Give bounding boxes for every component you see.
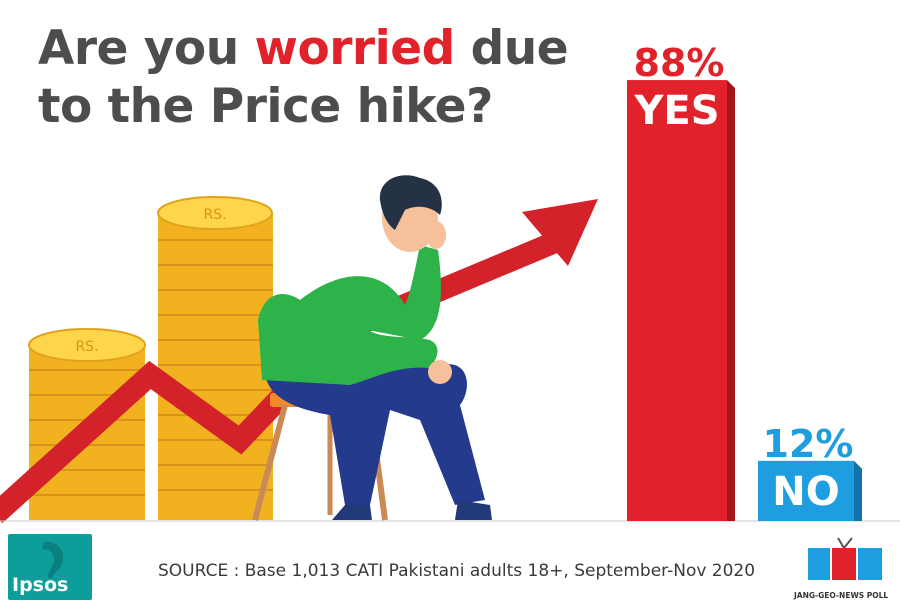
bar-side-no	[854, 460, 862, 521]
jgn-logo	[808, 537, 882, 580]
ipsos-logo-text: Ipsos	[12, 574, 69, 596]
jgn-logo-caption: JANG-GEO-NEWS POLL	[794, 591, 889, 600]
bar-category-label: NO	[772, 469, 839, 515]
chart-title: Are you worried due to the Price hike?	[38, 21, 569, 134]
bar-category-label: YES	[633, 88, 719, 134]
worried-man-illustration	[252, 175, 492, 521]
ipsos-logo	[8, 534, 92, 600]
bar-value-label: 88%	[634, 41, 725, 85]
bar-value-label: 12%	[763, 422, 854, 466]
bar-yes	[627, 80, 727, 522]
coin-stack-tall-illustration: RS.	[157, 196, 273, 520]
bar-side-yes	[727, 80, 735, 522]
title-highlight: worried	[254, 21, 456, 76]
source-note: SOURCE : Base 1,013 CATI Pakistani adult…	[158, 561, 756, 581]
bar-no	[758, 460, 854, 521]
coin-label: RS.	[203, 207, 226, 223]
coin-label: RS.	[75, 339, 98, 355]
